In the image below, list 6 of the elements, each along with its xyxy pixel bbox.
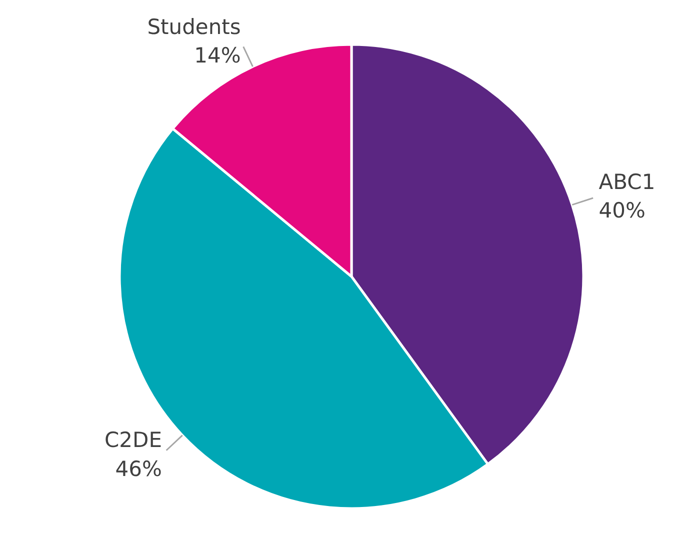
slice-label: Students — [147, 14, 241, 39]
data-label: 40% — [598, 198, 646, 223]
slice-label: ABC1 — [598, 170, 656, 194]
slice-label: C2DE — [104, 428, 162, 452]
data-label: 14% — [194, 44, 241, 68]
data-label: 46% — [115, 456, 162, 481]
